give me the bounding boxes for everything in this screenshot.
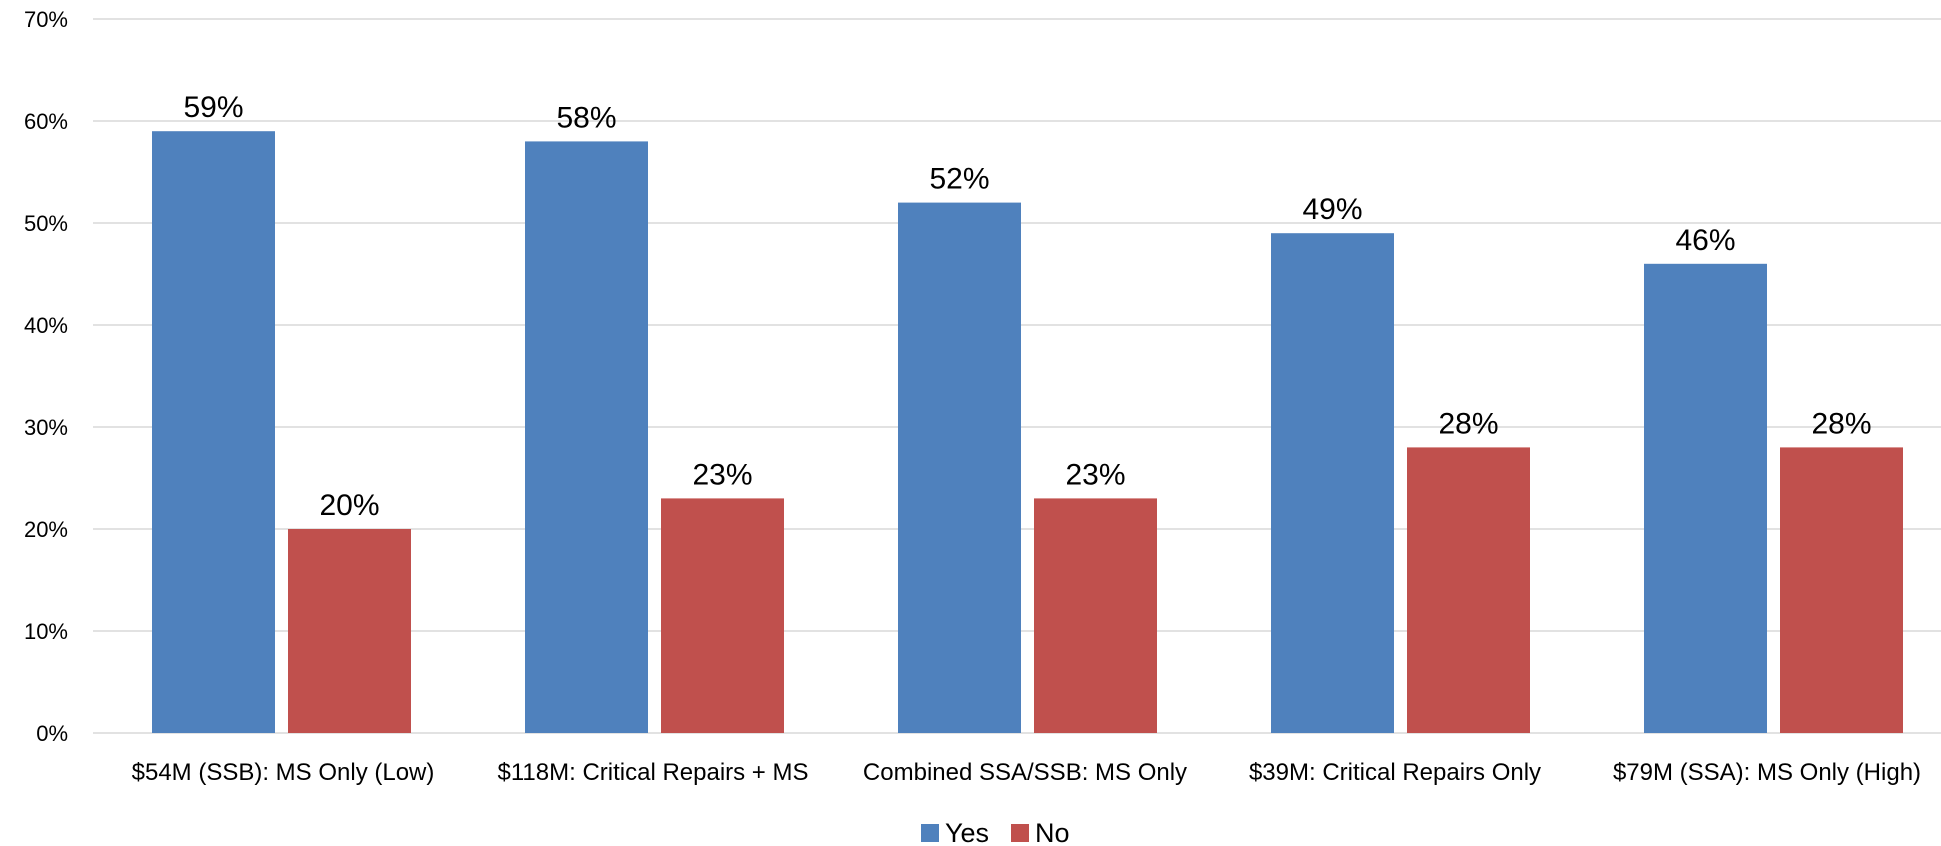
data-label: 28% bbox=[1438, 407, 1498, 440]
legend-swatch-no bbox=[1011, 824, 1029, 842]
x-category-label: $39M: Critical Repairs Only bbox=[1249, 759, 1541, 786]
bar-no bbox=[661, 498, 784, 733]
bar-yes bbox=[1644, 263, 1767, 733]
y-tick-label: 0% bbox=[36, 721, 68, 746]
data-label: 58% bbox=[556, 101, 616, 134]
x-category-label: $54M (SSB): MS Only (Low) bbox=[132, 759, 435, 786]
bar-yes bbox=[1271, 233, 1394, 733]
y-tick-label: 10% bbox=[24, 619, 68, 644]
data-label: 49% bbox=[1302, 193, 1362, 226]
data-label: 52% bbox=[929, 163, 989, 196]
y-tick-label: 60% bbox=[24, 109, 68, 134]
legend-swatch-yes bbox=[921, 824, 939, 842]
bar-no bbox=[1034, 498, 1157, 733]
data-label: 59% bbox=[183, 91, 243, 124]
legend: Yes No bbox=[921, 818, 1070, 846]
x-axis-category-labels: $54M (SSB): MS Only (Low) $118M: Critical… bbox=[132, 759, 1921, 786]
x-category-label: $79M (SSA): MS Only (High) bbox=[1613, 759, 1921, 786]
data-label: 23% bbox=[692, 458, 752, 491]
legend-label-yes: Yes bbox=[945, 818, 989, 846]
y-axis-tick-labels: 0% 10% 20% 30% 40% 50% 60% 70% bbox=[24, 7, 68, 746]
y-tick-label: 40% bbox=[24, 313, 68, 338]
bar-no bbox=[288, 529, 411, 733]
bar-no bbox=[1407, 447, 1530, 733]
x-category-label: Combined SSA/SSB: MS Only bbox=[863, 759, 1187, 786]
x-category-label: $118M: Critical Repairs + MS bbox=[498, 759, 809, 786]
bar-yes bbox=[525, 141, 648, 733]
y-tick-label: 30% bbox=[24, 415, 68, 440]
y-tick-label: 70% bbox=[24, 7, 68, 32]
data-labels: 59% 20% 58% 23% 52% 23% 49% 28% 46% 28% bbox=[183, 91, 1871, 522]
data-label: 20% bbox=[319, 489, 379, 522]
bars bbox=[152, 131, 1903, 734]
y-tick-label: 20% bbox=[24, 517, 68, 542]
bar-yes bbox=[898, 202, 1021, 734]
bar-yes bbox=[152, 131, 275, 733]
data-label: 28% bbox=[1811, 407, 1871, 440]
data-label: 46% bbox=[1675, 224, 1735, 257]
y-tick-label: 50% bbox=[24, 211, 68, 236]
data-label: 23% bbox=[1065, 458, 1125, 491]
bar-no bbox=[1780, 447, 1903, 733]
legend-label-no: No bbox=[1035, 818, 1070, 846]
